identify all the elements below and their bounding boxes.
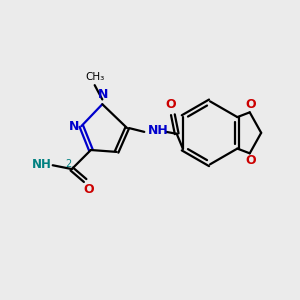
Text: O: O bbox=[166, 98, 176, 111]
Text: O: O bbox=[245, 98, 256, 111]
Text: NH: NH bbox=[148, 124, 169, 137]
Text: O: O bbox=[84, 183, 94, 196]
Text: O: O bbox=[245, 154, 256, 167]
Text: NH: NH bbox=[32, 158, 52, 171]
Text: N: N bbox=[98, 88, 109, 101]
Text: 2: 2 bbox=[65, 159, 71, 169]
Text: CH₃: CH₃ bbox=[85, 72, 104, 82]
Text: N: N bbox=[69, 120, 80, 133]
